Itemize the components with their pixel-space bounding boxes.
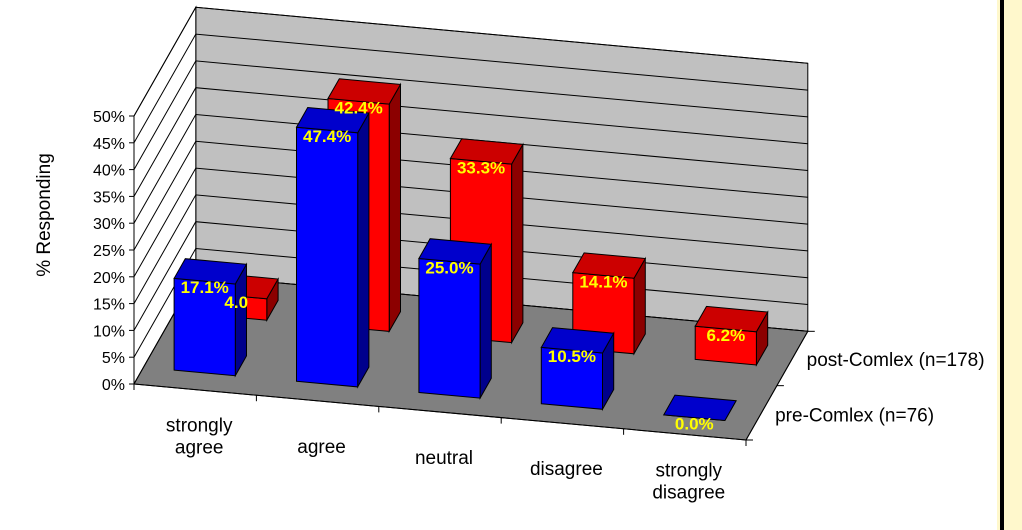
bar-side	[357, 111, 370, 389]
series-label: post-Comlex (n=178)	[807, 350, 985, 371]
y-tick-label: 15%	[93, 297, 125, 314]
y-tick-label: 40%	[93, 163, 125, 180]
x-tick-label: strongly disagree	[652, 460, 725, 503]
bar-post-4	[694, 305, 769, 367]
bar-top	[449, 138, 524, 165]
bar-pre-2	[418, 238, 493, 400]
bar-top	[694, 305, 769, 333]
y-tick-label: 45%	[93, 136, 125, 153]
bar-side	[479, 242, 492, 400]
y-tick-label: 0%	[102, 377, 125, 394]
y-tick-label: 5%	[102, 350, 125, 367]
gridline	[133, 87, 808, 197]
data-label: 17.1%	[181, 278, 229, 297]
bar-side	[511, 142, 524, 345]
x-axis-line	[133, 383, 747, 441]
bar-pre-0	[173, 258, 248, 378]
data-label: 14.1%	[579, 272, 627, 291]
y-tick-label: 35%	[93, 189, 125, 206]
bar-pre-3	[540, 327, 615, 412]
bar-top	[662, 394, 737, 422]
data-label: 47.4%	[303, 127, 351, 146]
y-tick-label: 10%	[93, 323, 125, 340]
x-tick-label: agree	[297, 437, 346, 458]
data-label: 6.2%	[706, 326, 745, 345]
gridline	[133, 194, 808, 304]
data-label: 42.4%	[335, 98, 383, 117]
chart-gridlines	[133, 6, 808, 385]
chart-axes: 0% 5% 10% 15% 20% 25% 30% 35% 40% 45% 50% strongly a…	[93, 109, 985, 503]
bar-top	[173, 258, 248, 285]
y-tick-label: 20%	[93, 270, 125, 287]
bar-front	[296, 126, 359, 388]
y-axis-title: % Responding	[34, 153, 55, 277]
bar-top	[571, 252, 647, 279]
gridline	[133, 60, 808, 170]
y-tick-label: 30%	[93, 216, 125, 233]
bar-pre-4	[662, 394, 737, 422]
x-tick-label: strongly agree	[166, 416, 233, 459]
data-label: 4.0	[224, 293, 248, 312]
bar-side	[388, 82, 401, 334]
chart-bars	[173, 78, 769, 422]
x-tick-label: disagree	[530, 459, 603, 480]
bar-top	[295, 106, 370, 134]
series-label: pre-Comlex (n=76)	[775, 405, 934, 426]
data-label: 10.5%	[548, 347, 596, 366]
bar-pre-1	[295, 106, 370, 389]
chart-data-labels: 4.0 42.4% 33.3% 14.1% 6.2% 17.1% 47.4% 25.0% 10.…	[181, 98, 746, 433]
gridline	[133, 6, 808, 117]
data-label: 33.3%	[457, 158, 505, 177]
bar-top	[540, 327, 615, 354]
data-label: 25.0%	[425, 258, 473, 277]
x-tick-label: neutral	[415, 448, 473, 469]
data-label: 0.0%	[675, 415, 714, 434]
y-tick-label: 25%	[93, 243, 125, 260]
gridline	[133, 167, 808, 278]
y-tick-label: 50%	[93, 109, 125, 126]
bar-top	[327, 78, 402, 105]
gridline	[133, 140, 808, 251]
gridline	[133, 33, 808, 144]
bar-front	[418, 257, 481, 399]
bar-top	[418, 238, 493, 265]
gridline	[133, 113, 808, 224]
